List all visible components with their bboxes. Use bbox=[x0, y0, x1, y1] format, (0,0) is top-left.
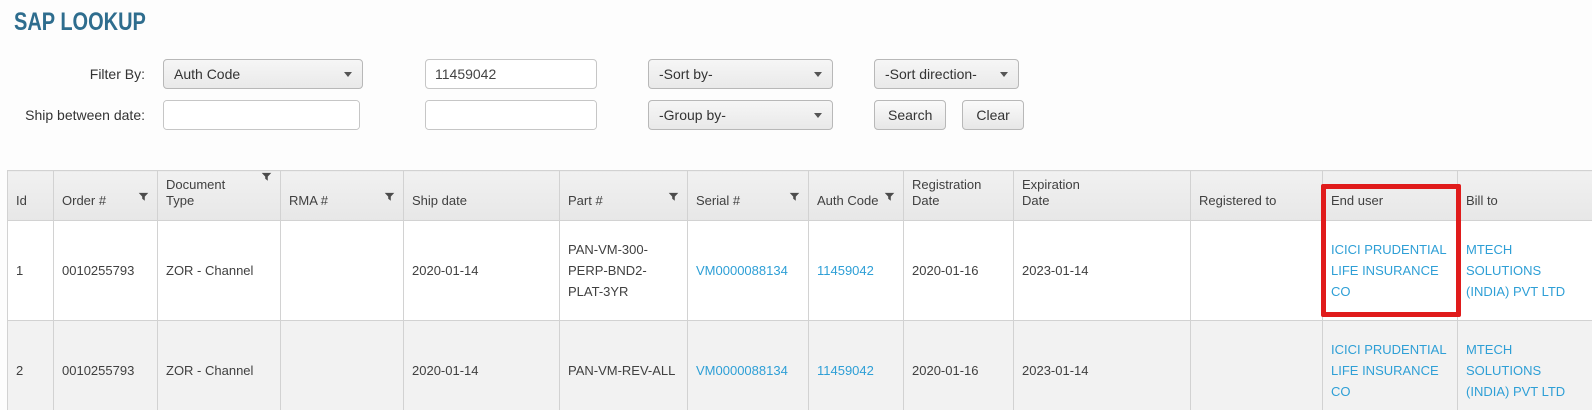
filter-funnel-icon[interactable] bbox=[384, 191, 395, 207]
column-header-order[interactable]: Order # bbox=[53, 170, 158, 221]
column-header-bill-to[interactable]: Bill to bbox=[1457, 170, 1592, 221]
cell-registration-date: 2020-01-16 bbox=[903, 320, 1014, 410]
serial-link[interactable]: VM0000088134 bbox=[696, 263, 788, 278]
cell-serial: VM0000088134 bbox=[687, 220, 809, 321]
cell-registration-date: 2020-01-16 bbox=[903, 220, 1014, 321]
sort-direction-select[interactable]: -Sort direction- bbox=[874, 59, 1019, 89]
cell-document-type: ZOR - Channel bbox=[157, 220, 281, 321]
auth-code-link[interactable]: 11459042 bbox=[817, 363, 874, 378]
caret-down-icon bbox=[814, 113, 822, 118]
cell-end-user: ICICI PRUDENTIAL LIFE INSURANCE CO bbox=[1322, 320, 1458, 410]
page-title: SAP LOOKUP bbox=[14, 8, 146, 36]
cell-document-type: ZOR - Channel bbox=[157, 320, 281, 410]
cell-expiration-date: 2023-01-14 bbox=[1013, 320, 1191, 410]
serial-link[interactable]: VM0000088134 bbox=[696, 363, 788, 378]
column-header-auth-code[interactable]: Auth Code bbox=[808, 170, 904, 221]
cell-bill-to: MTECH SOLUTIONS (INDIA) PVT LTD bbox=[1457, 320, 1592, 410]
cell-part: PAN-VM-300-PERP-BND2-PLAT-3YR bbox=[559, 220, 688, 321]
column-header-expiration-date[interactable]: Expiration Date bbox=[1013, 170, 1191, 221]
group-by-select[interactable]: -Group by- bbox=[648, 100, 833, 130]
column-header-serial[interactable]: Serial # bbox=[687, 170, 809, 221]
date-from-input[interactable] bbox=[164, 101, 359, 129]
filter-funnel-icon[interactable] bbox=[884, 191, 895, 207]
cell-rma bbox=[280, 320, 404, 410]
end-user-link[interactable]: ICICI PRUDENTIAL LIFE INSURANCE CO bbox=[1331, 242, 1447, 299]
sort-by-select[interactable]: -Sort by- bbox=[648, 59, 833, 89]
group-by-selected-value: -Group by- bbox=[659, 107, 726, 123]
filter-by-selected-value: Auth Code bbox=[174, 66, 241, 82]
column-header-ship-date[interactable]: Ship date bbox=[403, 170, 560, 221]
cell-auth-code: 11459042 bbox=[808, 220, 904, 321]
bill-to-link[interactable]: MTECH SOLUTIONS (INDIA) PVT LTD bbox=[1466, 342, 1566, 399]
cell-order: 0010255793 bbox=[53, 320, 158, 410]
search-button[interactable]: Search bbox=[874, 100, 947, 130]
auth-code-link[interactable]: 11459042 bbox=[817, 263, 874, 278]
column-header-rma[interactable]: RMA # bbox=[280, 170, 404, 221]
cell-ship-date: 2020-01-14 bbox=[403, 220, 560, 321]
sort-by-selected-value: -Sort by- bbox=[659, 66, 713, 82]
cell-id: 2 bbox=[7, 320, 54, 410]
caret-down-icon bbox=[1000, 72, 1008, 77]
header-row: Id Order # Document Type RMA # Ship date… bbox=[7, 170, 1592, 317]
column-header-registered-to[interactable]: Registered to bbox=[1190, 170, 1323, 221]
cell-order: 0010255793 bbox=[53, 220, 158, 321]
filter-funnel-icon[interactable] bbox=[789, 191, 800, 207]
table-row: 2 0010255793 ZOR - Channel 2020-01-14 PA… bbox=[7, 320, 1592, 410]
clear-button[interactable]: Clear bbox=[962, 100, 1024, 130]
cell-end-user: ICICI PRUDENTIAL LIFE INSURANCE CO bbox=[1322, 220, 1458, 321]
filter-funnel-icon[interactable] bbox=[668, 191, 679, 207]
cell-id: 1 bbox=[7, 220, 54, 321]
filter-by-label: Filter By: bbox=[89, 66, 145, 82]
cell-registered-to bbox=[1190, 320, 1323, 410]
ship-between-date-label: Ship between date: bbox=[25, 107, 145, 123]
cell-auth-code: 11459042 bbox=[808, 320, 904, 410]
cell-serial: VM0000088134 bbox=[687, 320, 809, 410]
table-row: 1 0010255793 ZOR - Channel 2020-01-14 PA… bbox=[7, 220, 1592, 321]
cell-bill-to: MTECH SOLUTIONS (INDIA) PVT LTD bbox=[1457, 220, 1592, 321]
cell-rma bbox=[280, 220, 404, 321]
filter-by-select[interactable]: Auth Code bbox=[163, 59, 363, 89]
results-grid: Id Order # Document Type RMA # Ship date… bbox=[7, 170, 1592, 410]
filter-bar: Filter By: Auth Code -Sort by- -Sort dir… bbox=[0, 59, 1592, 130]
caret-down-icon bbox=[344, 72, 352, 77]
column-header-registration-date[interactable]: Registration Date bbox=[903, 170, 1014, 221]
caret-down-icon bbox=[814, 72, 822, 77]
date-to-input[interactable] bbox=[426, 101, 596, 129]
cell-part: PAN-VM-REV-ALL bbox=[559, 320, 688, 410]
bill-to-link[interactable]: MTECH SOLUTIONS (INDIA) PVT LTD bbox=[1466, 242, 1566, 299]
cell-ship-date: 2020-01-14 bbox=[403, 320, 560, 410]
column-header-part[interactable]: Part # bbox=[559, 170, 688, 221]
filter-funnel-icon[interactable] bbox=[261, 171, 272, 187]
end-user-link[interactable]: ICICI PRUDENTIAL LIFE INSURANCE CO bbox=[1331, 342, 1447, 399]
date-from-group bbox=[163, 100, 360, 130]
column-header-document-type[interactable]: Document Type bbox=[157, 170, 281, 221]
cell-expiration-date: 2023-01-14 bbox=[1013, 220, 1191, 321]
cell-registered-to bbox=[1190, 220, 1323, 321]
column-header-id[interactable]: Id bbox=[7, 170, 54, 221]
sort-direction-selected-value: -Sort direction- bbox=[885, 66, 977, 82]
filter-query-input[interactable] bbox=[425, 59, 597, 89]
column-header-end-user[interactable]: End user bbox=[1321, 170, 1461, 317]
date-to-group bbox=[425, 100, 597, 130]
filter-funnel-icon[interactable] bbox=[138, 191, 149, 207]
